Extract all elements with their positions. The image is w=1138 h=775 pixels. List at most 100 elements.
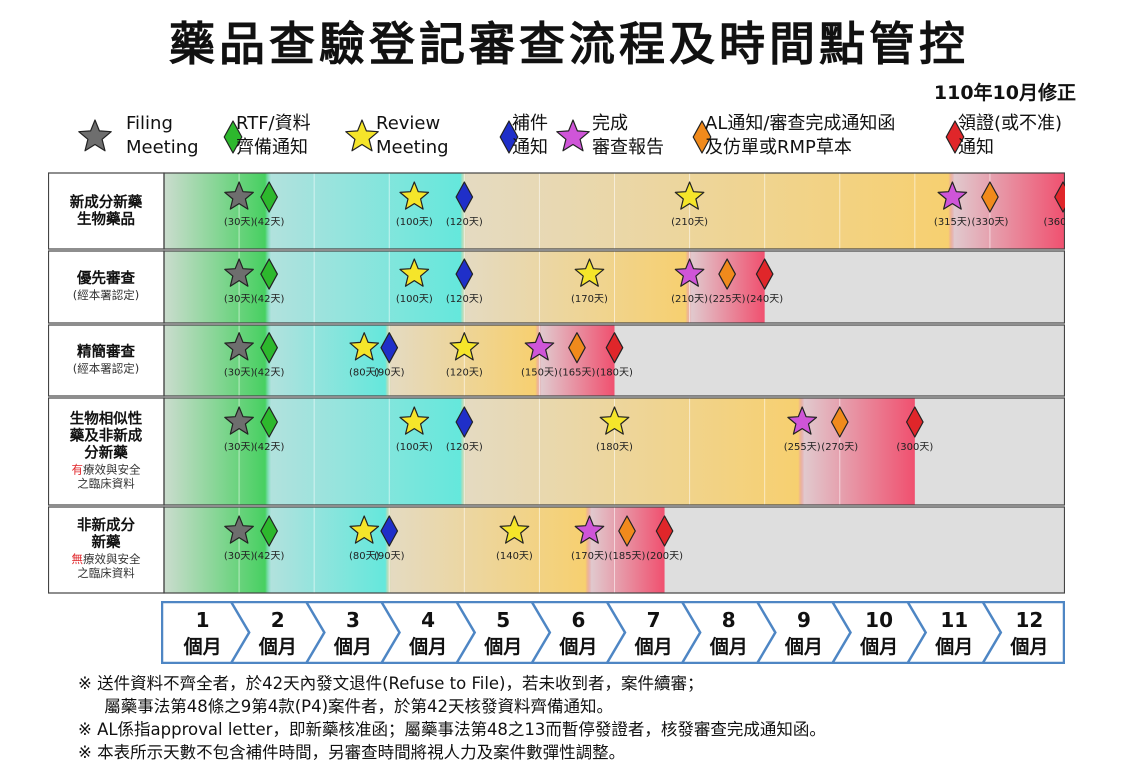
footnote-2: 屬藥事法第48條之9第4款(P4)案件者，於第42天核發資料齊備通知。: [78, 697, 614, 716]
milestone-day-label: (210天): [671, 217, 708, 228]
milestone-day-label: (170天): [571, 294, 608, 305]
milestone-day-label: (255天): [784, 442, 821, 453]
milestone-day-label: (90天): [374, 368, 405, 379]
month-cell-10: 10 個月: [831, 601, 898, 664]
month-cell-4: 4 個月: [380, 601, 447, 664]
star-icon: [345, 119, 379, 152]
diamond-icon: [223, 120, 243, 154]
milestone-day-label: (100天): [396, 217, 433, 228]
milestone-day-label: (200天): [646, 551, 683, 562]
milestone-diamond-icon: [380, 332, 399, 364]
milestone-day-label: (315天): [934, 217, 971, 228]
milestone-day-label: (270天): [821, 442, 858, 453]
milestone-day-label: (120天): [446, 294, 483, 305]
milestone-star-icon: [599, 406, 630, 435]
milestone-day-label: (180天): [596, 368, 633, 379]
milestone-star-icon: [524, 332, 555, 361]
row-note: (經本署認定): [73, 288, 139, 302]
milestone-day-label: (30天): [224, 217, 255, 228]
legend-label: Review Meeting: [376, 113, 449, 158]
row-note: (經本署認定): [73, 362, 139, 376]
milestone-diamond-icon: [260, 258, 278, 290]
milestone-diamond-icon: [981, 181, 999, 213]
row-title: 藥及非新成: [69, 427, 143, 445]
month-unit: 個月: [634, 636, 673, 658]
milestone-star-icon: [674, 181, 705, 210]
month-number: 2: [271, 608, 285, 632]
month-number: 11: [940, 608, 968, 632]
milestone-day-label: (165天): [559, 368, 596, 379]
milestone-star-icon: [787, 406, 818, 435]
milestone-day-label: (140天): [496, 551, 533, 562]
milestone-day-label: (42天): [254, 551, 285, 562]
legend-label: 領證(或不准) 通知: [958, 113, 1063, 158]
star-icon: [556, 119, 590, 152]
page-title: 藥品查驗登記審查流程及時間點管控: [169, 17, 969, 71]
milestone-day-label: (185天): [609, 551, 646, 562]
star-icon: [78, 119, 112, 152]
legend-label: AL通知/審查完成通知函 及仿單或RMP草本: [705, 113, 896, 158]
month-unit: 個月: [558, 636, 597, 658]
month-unit: 個月: [1009, 636, 1048, 658]
milestone-day-label: (150天): [521, 368, 558, 379]
legend-label: Filing Meeting: [126, 113, 199, 158]
month-number: 7: [647, 608, 661, 632]
milestone-day-label: (120天): [446, 368, 483, 379]
legend-label: 完成 審查報告: [592, 113, 664, 158]
milestone-day-label: (180天): [596, 442, 633, 453]
row-title: 新成分新藥: [70, 193, 143, 211]
month-cell-1: 1 個月: [183, 608, 222, 658]
milestone-day-label: (42天): [254, 368, 285, 379]
footnote-4: ※ 本表所示天數不包含補件時間，另審查時間將視人力及案件數彈性調整。: [78, 743, 626, 762]
row-note: 有療效與安全: [72, 463, 141, 477]
month-number: 4: [421, 608, 435, 632]
milestone-day-label: (30天): [224, 442, 255, 453]
diamond-icon: [692, 120, 712, 154]
month-number: 12: [1015, 608, 1043, 632]
month-number: 10: [865, 608, 893, 632]
milestone-star-icon: [399, 258, 430, 287]
row-title: 生物相似性: [70, 410, 143, 428]
footnote-3: ※ AL係指approval letter，即新藥核准函；屬藥事法第48之13而…: [78, 720, 826, 739]
month-cell-6: 6 個月: [530, 601, 597, 664]
milestone-star-icon: [574, 258, 605, 287]
milestone-day-label: (300天): [896, 442, 933, 453]
milestone-day-label: (100天): [396, 442, 433, 453]
milestone-day-label: (42天): [254, 442, 285, 453]
legend-label: 補件 通知: [512, 113, 548, 158]
milestone-diamond-icon: [718, 258, 736, 290]
row-label-cell: [48, 397, 165, 506]
month-cell-8: 8 個月: [681, 601, 748, 664]
milestone-diamond-icon: [455, 181, 474, 213]
milestone-day-label: (80天): [349, 551, 380, 562]
milestone-day-label: (360天): [1044, 217, 1065, 228]
month-scale: 1 個月 2 個月 3 個月 4 個月 5 個月 6 個月 7 個月 8 個月 9 個月 10 個月 11 個月 12 個月: [161, 601, 1065, 664]
milestone-day-label: (225天): [709, 294, 746, 305]
row-title: 分新藥: [84, 444, 128, 462]
month-unit: 個月: [183, 636, 222, 658]
milestone-day-label: (100天): [396, 294, 433, 305]
month-cell-12: 12 個月: [981, 601, 1048, 664]
month-number: 5: [496, 608, 510, 632]
active-band: [164, 507, 665, 593]
row-label-cell: [48, 324, 165, 397]
milestone-star-icon: [224, 258, 254, 287]
milestone-day-label: (42天): [254, 294, 285, 305]
milestone-diamond-icon: [380, 515, 399, 547]
milestone-diamond-icon: [618, 515, 636, 547]
milestone-star-icon: [674, 258, 705, 287]
month-unit: 個月: [859, 636, 898, 658]
milestone-star-icon: [224, 181, 254, 210]
milestone-diamond-icon: [755, 258, 774, 290]
revision-note: 110年10月修正: [933, 82, 1076, 104]
month-cell-7: 7 個月: [605, 601, 673, 664]
row-streamlined: 精簡審查(經本署認定) (30天) (42天) (80天)(90天) (120天) (15…: [48, 324, 1065, 397]
footnotes: ※ 送件資料不齊全者，於42天內發文退件(Refuse to File)，若未收…: [78, 672, 826, 764]
month-unit: 個月: [934, 636, 973, 658]
legend-label: RTF/資料 齊備通知: [236, 113, 311, 158]
milestone-star-icon: [224, 515, 254, 544]
row-note: 之臨床資料: [77, 566, 135, 580]
row-title: 非新成分: [77, 516, 135, 534]
milestone-diamond-icon: [260, 332, 278, 364]
